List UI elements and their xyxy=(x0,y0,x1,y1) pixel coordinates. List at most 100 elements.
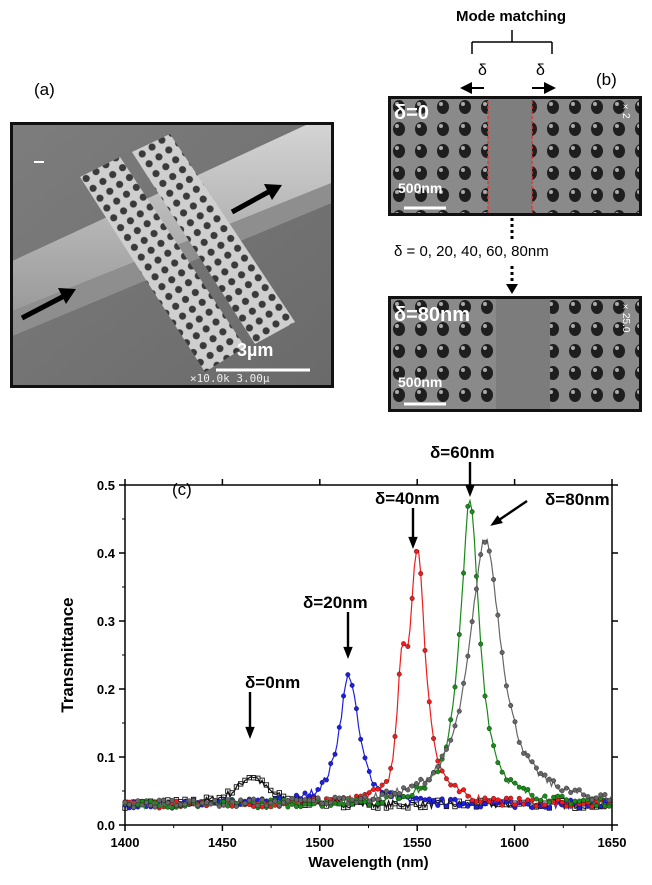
annotation-label: δ=20nm xyxy=(303,593,368,612)
data-point xyxy=(418,776,424,782)
panel-b-bottom-delta-label: δ=80nm xyxy=(394,304,471,326)
data-point xyxy=(418,785,424,791)
x-tick-label: 1450 xyxy=(208,835,237,850)
data-point xyxy=(371,796,377,802)
data-point xyxy=(456,708,462,714)
data-point xyxy=(512,719,518,725)
data-point xyxy=(461,787,467,793)
data-point xyxy=(212,798,218,803)
data-point xyxy=(396,796,402,802)
data-point xyxy=(418,571,424,577)
data-point xyxy=(302,801,308,807)
data-point xyxy=(135,798,141,804)
data-point xyxy=(563,785,569,791)
data-point xyxy=(161,797,167,803)
data-point xyxy=(353,706,359,712)
data-point xyxy=(448,717,454,723)
y-tick-label: 0.4 xyxy=(97,546,116,561)
data-point xyxy=(431,797,437,803)
x-tick-label: 1600 xyxy=(500,835,529,850)
y-axis-label: Transmittance xyxy=(58,597,77,712)
data-point xyxy=(559,800,565,805)
data-point xyxy=(576,798,582,804)
data-point xyxy=(606,797,612,803)
data-point xyxy=(396,671,402,677)
data-point xyxy=(289,801,295,807)
data-point xyxy=(563,797,569,803)
data-point xyxy=(413,795,419,801)
data-point xyxy=(246,798,252,804)
data-point xyxy=(465,803,471,809)
data-point xyxy=(521,750,527,756)
data-point xyxy=(405,787,411,793)
data-point xyxy=(508,703,514,708)
data-point xyxy=(143,800,149,806)
data-point xyxy=(456,803,462,809)
data-point xyxy=(418,795,424,801)
data-point xyxy=(593,795,599,801)
data-point xyxy=(413,781,419,787)
data-point xyxy=(405,794,411,800)
data-point xyxy=(521,801,527,807)
panel-a-imprint: ×10.0k 3.00µ xyxy=(190,372,270,385)
data-point xyxy=(435,769,441,775)
data-point xyxy=(332,751,338,757)
data-point xyxy=(503,795,509,801)
data-point xyxy=(465,503,471,509)
data-point xyxy=(345,672,351,678)
data-point xyxy=(233,784,240,790)
data-point xyxy=(276,795,282,801)
data-point xyxy=(473,799,479,805)
x-tick-label: 1500 xyxy=(305,835,334,850)
data-point xyxy=(229,790,235,796)
data-point xyxy=(516,739,522,745)
data-point xyxy=(443,803,449,809)
data-point xyxy=(293,804,299,810)
panel-a-sem-svg xyxy=(10,112,334,388)
data-point xyxy=(529,759,535,765)
data-point xyxy=(482,539,488,545)
delta-sweep-label: δ = 0, 20, 40, 60, 80nm xyxy=(394,243,549,260)
data-point xyxy=(503,683,509,689)
annotation-label: δ=40nm xyxy=(375,489,440,508)
data-point xyxy=(323,801,329,807)
panel-b-top-scale-label: 500nm xyxy=(398,180,443,196)
data-point xyxy=(448,782,454,788)
data-point xyxy=(238,781,244,787)
data-point xyxy=(328,761,334,766)
data-point xyxy=(173,803,179,808)
data-point xyxy=(409,793,415,798)
data-point xyxy=(396,791,402,797)
data-point xyxy=(559,788,565,794)
mode-matching-bracket xyxy=(460,30,556,94)
data-point xyxy=(225,797,231,803)
data-point xyxy=(251,796,257,802)
data-point xyxy=(375,797,381,802)
data-point xyxy=(602,792,608,798)
data-point xyxy=(191,797,197,803)
data-point xyxy=(482,801,488,807)
data-point xyxy=(602,803,608,809)
data-point xyxy=(499,769,505,775)
panel-b-bottom-scale-label: 500nm xyxy=(398,374,443,390)
panel-b-bottom-image: δ=80nm 500nm ×25.0 xyxy=(388,296,642,412)
annotation-label: δ=80nm xyxy=(545,490,610,509)
transmittance-chart: 1400 1450 1500 1550 1600 1650 0.0 0.1 0.2 0.3 0.4 0… xyxy=(58,443,626,871)
annotation-arrowhead xyxy=(490,515,503,526)
data-point xyxy=(319,780,325,785)
data-point xyxy=(456,789,462,795)
data-point xyxy=(448,796,454,802)
data-point xyxy=(422,647,428,653)
data-point xyxy=(341,693,347,699)
data-point xyxy=(435,764,441,769)
panel-b-top-image: δ=0 500nm ×2 xyxy=(388,96,642,216)
annotation-arrowhead xyxy=(245,726,255,739)
data-point xyxy=(345,801,351,806)
data-point xyxy=(238,797,244,803)
data-point xyxy=(336,724,342,730)
data-point xyxy=(268,787,274,794)
data-point xyxy=(581,792,587,798)
data-point xyxy=(315,795,321,801)
data-point xyxy=(499,802,505,808)
data-point xyxy=(469,797,475,803)
